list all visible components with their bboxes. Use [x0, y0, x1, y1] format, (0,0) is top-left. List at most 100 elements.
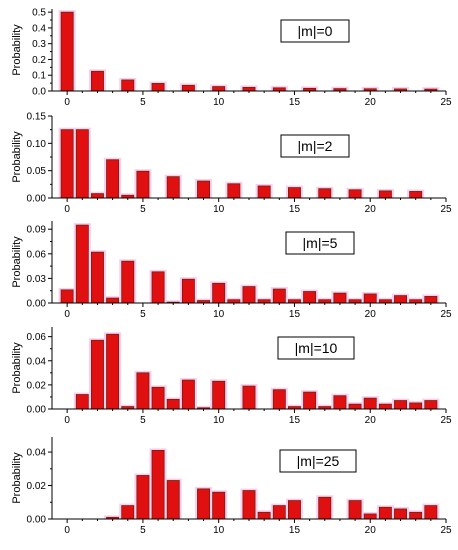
bar: [242, 385, 256, 410]
x-tick-label: 25: [440, 415, 452, 426]
x-tick-label: 10: [213, 415, 225, 426]
bar: [242, 86, 256, 92]
y-axis-label: Probability: [11, 342, 23, 394]
bar: [303, 391, 317, 410]
y-tick-label: 0.03: [27, 274, 47, 285]
bar: [91, 339, 104, 410]
bar: [272, 505, 286, 520]
y-axis-label: Probability: [11, 452, 23, 504]
bar: [287, 500, 301, 520]
bar: [75, 129, 89, 199]
chart-panel-2: 05101520250.000.030.060.09nProbability|m…: [11, 221, 452, 320]
bar: [348, 403, 362, 410]
bar: [257, 185, 271, 199]
bar: [409, 511, 423, 520]
x-tick-label: 5: [140, 309, 146, 320]
x-tick-label: 20: [365, 309, 377, 320]
x-tick-label: 5: [140, 525, 146, 536]
bar: [409, 191, 423, 199]
x-tick-label: 20: [365, 415, 377, 426]
x-tick-label: 15: [289, 204, 301, 215]
bar: [151, 386, 165, 410]
x-tick-label: 0: [64, 97, 70, 108]
x-tick-label: 25: [440, 204, 452, 215]
bar: [303, 291, 317, 304]
bars: [73, 332, 440, 410]
bar: [242, 286, 256, 304]
bar: [272, 288, 286, 304]
bar: [257, 511, 271, 520]
bar: [333, 395, 347, 410]
legend-box: [280, 134, 350, 158]
legend-label: |m|=5: [303, 235, 338, 251]
bar: [181, 84, 195, 92]
bar: [318, 496, 332, 520]
bars: [58, 127, 425, 199]
bar: [121, 505, 135, 520]
axes: [51, 9, 446, 92]
y-tick-label: 0.00: [27, 405, 47, 416]
legend-label: |m|=25: [297, 453, 340, 469]
y-tick-label: 0.04: [27, 356, 47, 367]
x-tick-label: 5: [140, 204, 146, 215]
bar: [75, 224, 89, 304]
y-tick-label: 0.15: [27, 112, 47, 123]
bars: [58, 223, 440, 304]
x-tick-label: 10: [213, 204, 225, 215]
x-tick-label: 15: [289, 309, 301, 320]
y-axis-label: Probability: [11, 131, 23, 183]
bar: [60, 11, 74, 92]
x-tick-label: 15: [289, 97, 301, 108]
bar: [181, 379, 195, 410]
x-tick-label: 20: [365, 204, 377, 215]
bar: [197, 488, 211, 520]
y-tick-label: 0.5: [32, 8, 46, 19]
y-tick-label: 0.2: [32, 55, 46, 66]
y-tick-label: 0.00: [27, 194, 47, 205]
bar: [333, 292, 347, 304]
bar: [394, 295, 408, 304]
bar: [363, 293, 377, 304]
y-tick-label: 0.10: [27, 139, 47, 150]
y-tick-label: 0.06: [27, 332, 47, 343]
bar: [378, 190, 392, 199]
legend-box: [280, 19, 350, 43]
bar: [378, 403, 392, 410]
bar: [242, 490, 256, 520]
x-tick-label: 10: [213, 97, 225, 108]
legend-box: [279, 449, 357, 473]
bar: [121, 260, 135, 304]
x-tick-label: 10: [213, 525, 225, 536]
y-tick-label: 0.00: [27, 515, 47, 526]
chart-panel-3: 05101520250.000.020.040.06nProbability|m…: [11, 327, 452, 426]
x-tick-label: 25: [440, 309, 452, 320]
bar: [409, 402, 423, 410]
y-tick-label: 0.4: [32, 23, 46, 34]
x-tick-label: 15: [289, 415, 301, 426]
bar: [91, 70, 104, 92]
x-tick-label: 15: [289, 525, 301, 536]
bar: [348, 189, 362, 199]
x-tick-label: 0: [64, 525, 70, 536]
y-tick-label: 0.09: [27, 225, 47, 236]
bar: [181, 278, 195, 304]
bar: [136, 475, 150, 520]
y-tick-label: 0.1: [32, 71, 46, 82]
bar: [212, 86, 226, 92]
bar: [394, 400, 408, 410]
x-tick-label: 20: [365, 97, 377, 108]
bar: [75, 394, 89, 410]
x-tick-label: 5: [140, 415, 146, 426]
chart-panel-1: 05101520250.000.050.100.15nProbability|m…: [11, 112, 452, 216]
bar: [424, 296, 438, 304]
y-axis-label: Probability: [11, 24, 23, 76]
bar: [121, 79, 135, 92]
y-tick-label: 0.3: [32, 39, 46, 50]
bar: [106, 333, 120, 410]
x-tick-label: 20: [365, 525, 377, 536]
x-tick-label: 25: [440, 97, 452, 108]
x-tick-label: 0: [64, 309, 70, 320]
legend-label: |m|=0: [298, 23, 333, 39]
bar: [60, 129, 74, 199]
bar: [106, 297, 120, 304]
